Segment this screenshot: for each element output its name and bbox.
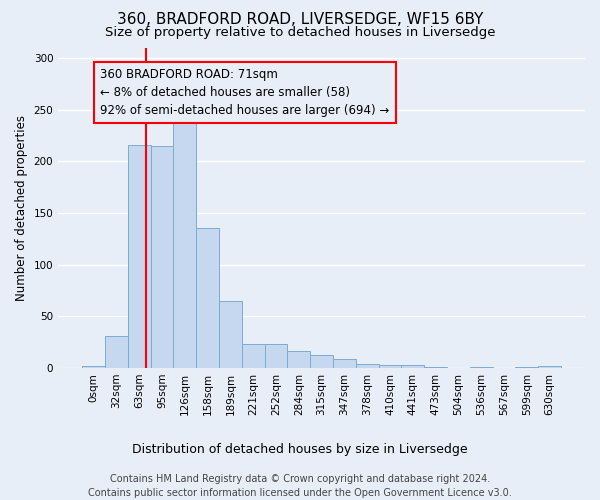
Bar (538, 366, 561, 368)
Bar (82, 366, 105, 368)
Bar (265, 344, 287, 368)
Text: 360, BRADFORD ROAD, LIVERSEDGE, WF15 6BY: 360, BRADFORD ROAD, LIVERSEDGE, WF15 6BY (117, 12, 483, 28)
Bar (379, 365, 401, 368)
Bar (219, 301, 242, 368)
Text: 360 BRADFORD ROAD: 71sqm
← 8% of detached houses are smaller (58)
92% of semi-de: 360 BRADFORD ROAD: 71sqm ← 8% of detache… (100, 68, 389, 117)
Bar (310, 354, 333, 368)
Bar (515, 367, 538, 368)
Bar (424, 367, 447, 368)
Bar (196, 228, 219, 368)
Text: Contains HM Land Registry data © Crown copyright and database right 2024.
Contai: Contains HM Land Registry data © Crown c… (88, 474, 512, 498)
Bar (173, 114, 196, 368)
Bar (401, 365, 424, 368)
Text: Size of property relative to detached houses in Liversedge: Size of property relative to detached ho… (105, 26, 495, 39)
Y-axis label: Number of detached properties: Number of detached properties (15, 115, 28, 301)
Bar (105, 336, 128, 368)
Bar (128, 144, 151, 368)
Bar (242, 344, 265, 368)
Bar (470, 367, 493, 368)
Bar (356, 364, 379, 368)
Text: Distribution of detached houses by size in Liversedge: Distribution of detached houses by size … (132, 442, 468, 456)
Bar (333, 358, 356, 368)
Bar (151, 146, 173, 368)
Bar (287, 352, 310, 368)
